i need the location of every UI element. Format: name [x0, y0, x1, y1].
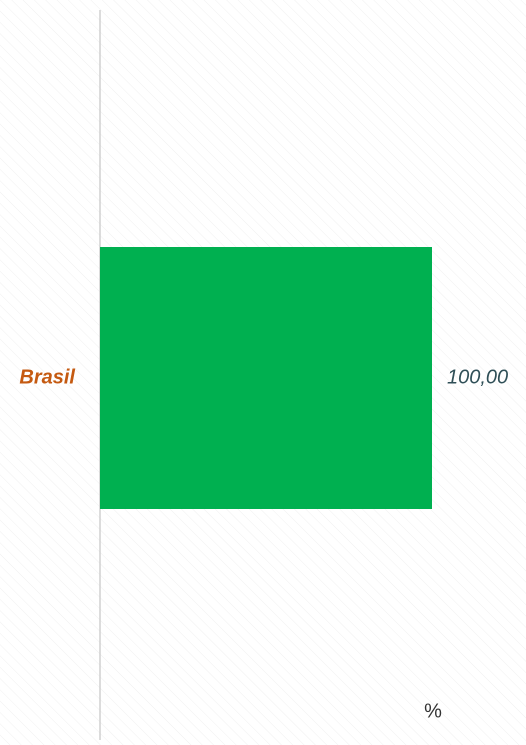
- data-label: 100,00: [447, 366, 508, 388]
- bar: [100, 247, 432, 509]
- y-tick-label: Brasil: [19, 366, 75, 388]
- x-axis-label: %: [424, 700, 442, 722]
